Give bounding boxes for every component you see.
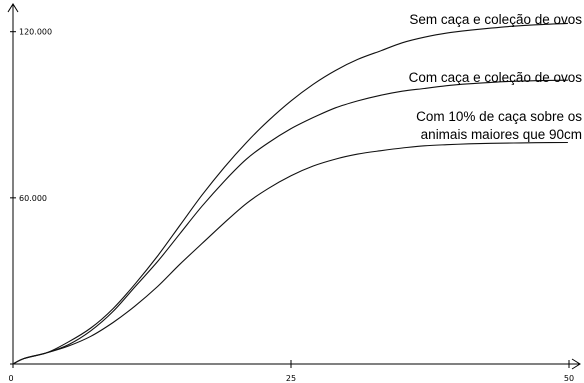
series-label-1: Sem caça e coleção de ovos xyxy=(409,12,582,27)
series-label-2: Com caça e coleção de ovos xyxy=(409,70,583,85)
y-axis-arrow xyxy=(7,3,19,13)
series-label-3: Com 10% de caça sobre os xyxy=(416,109,582,124)
y-tick-label: 120.000 xyxy=(19,28,52,37)
series-line-1 xyxy=(12,22,568,365)
x-axis-arrow xyxy=(571,358,581,370)
series-line-3 xyxy=(12,141,568,365)
x-tick-label: 0 xyxy=(8,374,13,383)
y-tick-label: 60.000 xyxy=(19,194,47,203)
series-label-3: animais maiores que 90cm xyxy=(421,127,582,142)
y-axis xyxy=(7,3,19,368)
series-line-2 xyxy=(12,79,568,365)
axis-ticks: 0 25 50 60.000 120.000 xyxy=(8,28,574,383)
x-axis xyxy=(10,358,581,370)
series-curves xyxy=(12,22,568,365)
x-tick-label: 25 xyxy=(286,374,296,383)
series-labels: Sem caça e coleção de ovos Com caça e col… xyxy=(409,12,583,142)
x-tick-label: 50 xyxy=(564,374,574,383)
